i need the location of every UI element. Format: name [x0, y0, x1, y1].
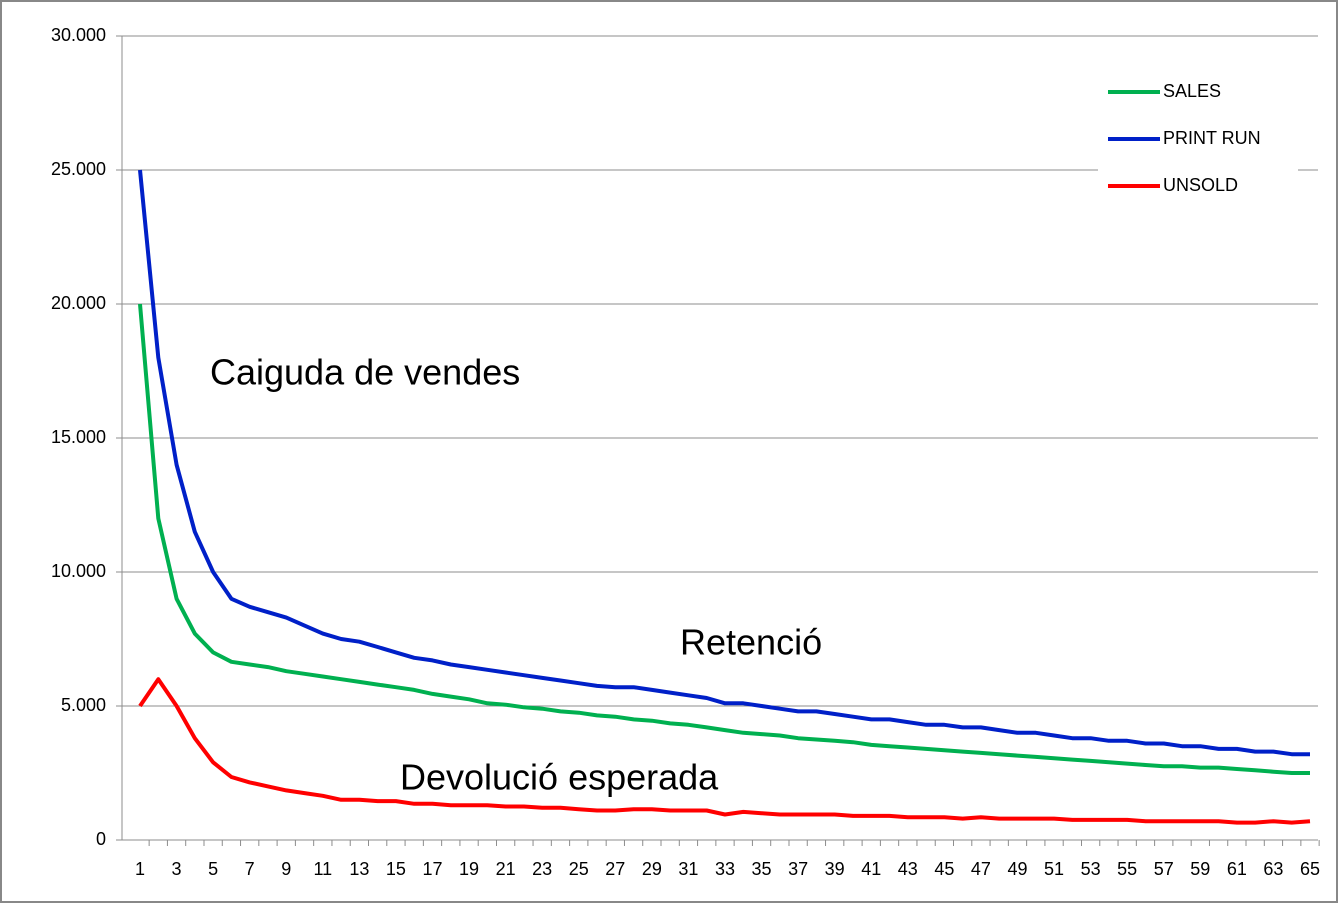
x-tick-label: 43 [898, 859, 918, 879]
legend-label: SALES [1163, 81, 1221, 101]
x-tick-label: 19 [459, 859, 479, 879]
x-tick-label: 49 [1007, 859, 1027, 879]
y-tick-label: 5.000 [61, 695, 106, 715]
x-tick-label: 11 [313, 859, 332, 879]
y-tick-label: 0 [96, 829, 106, 849]
x-tick-label: 63 [1263, 859, 1283, 879]
x-tick-label: 35 [752, 859, 772, 879]
x-tick-label: 53 [1081, 859, 1101, 879]
x-tick-label: 57 [1154, 859, 1174, 879]
x-tick-label: 13 [349, 859, 369, 879]
x-tick-label: 9 [281, 859, 291, 879]
x-tick-label: 41 [861, 859, 881, 879]
annotation: Devolució esperada [400, 757, 719, 798]
x-tick-label: 29 [642, 859, 662, 879]
x-tick-label: 61 [1227, 859, 1247, 879]
x-tick-label: 33 [715, 859, 735, 879]
y-tick-label: 20.000 [51, 293, 106, 313]
x-tick-label: 27 [605, 859, 625, 879]
y-tick-label: 15.000 [51, 427, 106, 447]
x-tick-label: 21 [496, 859, 516, 879]
y-tick-label: 25.000 [51, 159, 106, 179]
y-tick-label: 30.000 [51, 25, 106, 45]
x-tick-label: 25 [569, 859, 589, 879]
x-tick-label: 31 [678, 859, 698, 879]
x-tick-label: 23 [532, 859, 552, 879]
x-tick-label: 1 [135, 859, 145, 879]
line-series [138, 303, 1310, 775]
annotation: Retenció [680, 622, 822, 663]
x-tick-label: 51 [1044, 859, 1064, 879]
line-series [138, 677, 1311, 825]
y-tick-label: 10.000 [51, 561, 106, 581]
legend-label: UNSOLD [1163, 175, 1238, 195]
x-tick-label: 3 [172, 859, 182, 879]
x-tick-label: 65 [1300, 859, 1320, 879]
x-tick-label: 5 [208, 859, 218, 879]
x-tick-label: 39 [825, 859, 845, 879]
x-tick-label: 7 [245, 859, 255, 879]
x-tick-label: 17 [422, 859, 442, 879]
x-tick-label: 15 [386, 859, 406, 879]
x-tick-label: 59 [1190, 859, 1210, 879]
legend-label: PRINT RUN [1163, 128, 1261, 148]
x-tick-label: 47 [971, 859, 991, 879]
x-tick-label: 37 [788, 859, 808, 879]
x-tick-label: 55 [1117, 859, 1137, 879]
x-tick-label: 45 [934, 859, 954, 879]
annotation: Caiguda de vendes [210, 352, 520, 393]
line-series [138, 169, 1310, 757]
